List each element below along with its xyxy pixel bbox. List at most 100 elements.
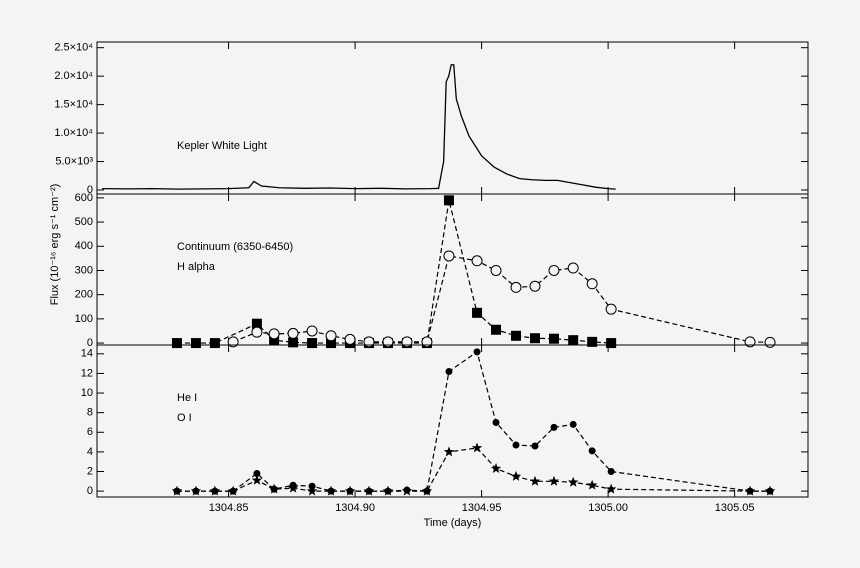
marker [363,485,375,496]
marker [268,483,280,494]
marker [443,446,455,457]
y-tick-label: 100 [75,313,93,325]
marker [471,442,483,453]
y-axis-title: Flux (10⁻¹⁶ erg s⁻¹ cm⁻²) [49,184,61,306]
y-tick-label: 6 [87,426,93,438]
marker [251,326,263,338]
marker [382,336,394,348]
y-tick-label: 8 [87,407,93,419]
y-tick-label: 1.0×10⁴ [54,127,93,139]
marker [227,336,239,348]
marker [607,468,615,476]
marker [344,485,356,496]
marker [325,485,337,496]
marker [586,479,598,490]
marker [606,338,617,349]
marker [567,476,579,487]
x-tick-label: 1304.85 [209,502,249,514]
y-tick-label: 0 [87,184,93,196]
marker [550,423,558,431]
marker [306,325,318,337]
marker [307,338,318,349]
series-line [176,350,771,492]
y-tick-label: 400 [75,240,93,252]
marker [567,262,579,274]
y-tick-label: 0 [87,485,93,497]
marker [326,338,337,349]
marker [764,485,776,496]
marker [190,485,202,496]
y-tick-label: 500 [75,216,93,228]
marker [764,336,776,348]
y-tick-label: 200 [75,289,93,301]
marker [288,337,299,348]
marker [445,367,453,375]
marker [401,485,413,496]
marker [287,327,299,339]
legend-label: Continuum (6350-6450) [177,241,293,253]
marker [382,485,394,496]
marker [269,335,280,346]
y-tick-label: 4 [87,446,93,458]
series-line [232,255,771,343]
series-line [176,200,612,344]
y-tick-label: 2 [87,465,93,477]
marker [744,485,756,496]
marker [490,264,502,276]
marker [190,338,201,349]
y-tick-label: 14 [81,348,93,360]
y-tick-label: 1.5×10⁴ [54,99,93,111]
marker [306,485,318,496]
marker [548,333,559,344]
legend-label: H alpha [177,261,216,273]
x-tick-label: 1305.00 [588,502,628,514]
marker [510,281,522,293]
marker [529,333,540,344]
marker [253,469,261,477]
marker [531,442,539,450]
marker [209,338,220,349]
marker [744,336,756,348]
x-tick-label: 1304.95 [462,502,502,514]
y-tick-label: 300 [75,264,93,276]
marker [472,307,483,318]
marker [491,324,502,335]
marker [568,335,579,346]
y-tick-label: 10 [81,387,93,399]
marker [227,485,239,496]
series-line [102,64,616,190]
legend-label: O I [177,412,192,424]
marker [171,338,182,349]
marker [421,485,433,496]
marker [268,328,280,340]
marker [421,336,433,348]
series-line [176,447,771,492]
marker [510,470,522,481]
marker [586,278,598,290]
marker [511,330,522,341]
y-tick-label: 600 [75,192,93,204]
marker [363,336,375,348]
marker [490,463,502,474]
marker [548,475,560,486]
y-tick-label: 5.0×10³ [55,155,93,167]
marker [588,447,596,455]
marker [443,195,454,206]
marker [251,318,262,329]
marker [344,333,356,345]
marker [569,420,577,428]
legend-label: He I [177,392,197,404]
marker [473,348,481,356]
marker [529,475,541,486]
marker [325,330,337,342]
marker [529,280,541,292]
marker [443,250,455,262]
marker [587,336,598,347]
marker [512,441,520,449]
legend-label: Kepler White Light [177,140,267,152]
y-tick-label: 0 [87,337,93,349]
marker [605,303,617,315]
y-tick-label: 12 [81,367,93,379]
x-tick-label: 1305.05 [715,502,755,514]
x-tick-label: 1304.90 [335,502,375,514]
